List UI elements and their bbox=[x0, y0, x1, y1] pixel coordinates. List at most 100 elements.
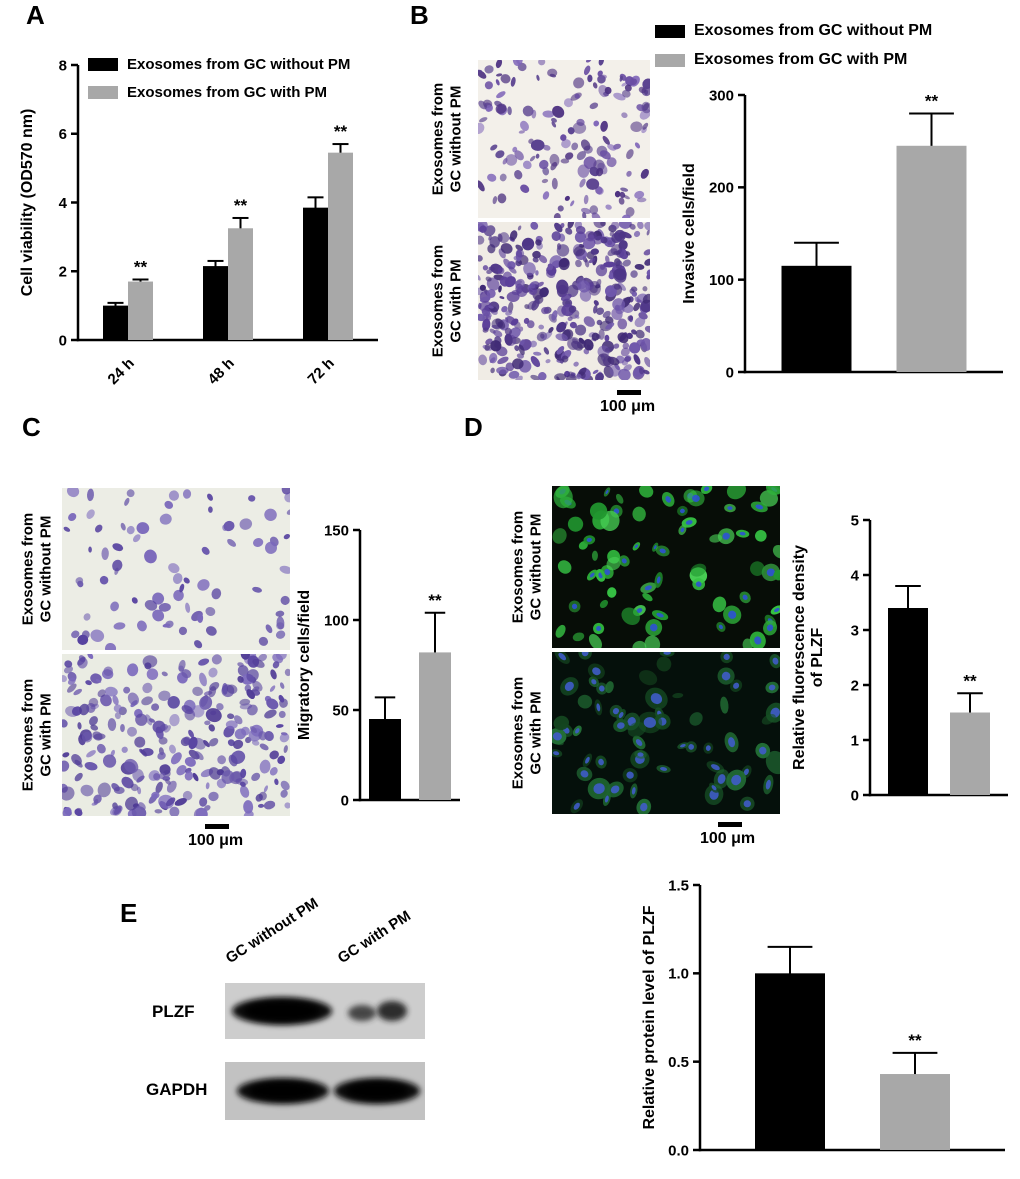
svg-text:4: 4 bbox=[59, 195, 68, 212]
scale-bar-d bbox=[718, 822, 742, 827]
svg-text:200: 200 bbox=[709, 180, 734, 197]
svg-text:150: 150 bbox=[324, 522, 349, 539]
image-label-line: GC without PM bbox=[527, 513, 545, 621]
image-label-text: Exosomes from GC with PM bbox=[19, 679, 55, 792]
legend-item-with-pm: Exosomes from GC with PM bbox=[88, 84, 350, 101]
image-label-c-without-pm: Exosomes from GC without PM bbox=[14, 488, 60, 650]
image-label-line: Exosomes from bbox=[19, 678, 37, 792]
svg-text:0: 0 bbox=[341, 792, 349, 809]
plzf-band-lane2b bbox=[377, 1001, 407, 1021]
svg-text:0: 0 bbox=[726, 364, 734, 381]
image-label-c-with-pm: Exosomes from GC with PM bbox=[14, 654, 60, 816]
image-label-d-with-pm: Exosomes from GC with PM bbox=[504, 652, 550, 814]
panel-label-e: E bbox=[120, 898, 138, 928]
panel-label-d: D bbox=[464, 412, 483, 442]
svg-text:24 h: 24 h bbox=[105, 355, 138, 388]
image-label-text: Exosomes from GC without PM bbox=[429, 83, 465, 196]
scale-bar-label-d: 100 μm bbox=[700, 830, 756, 847]
panel-label-a: A bbox=[26, 0, 45, 30]
panel-label-b: B bbox=[410, 0, 429, 30]
legend-item-without-pm: Exosomes from GC without PM bbox=[655, 22, 932, 40]
western-blot-gapdh bbox=[225, 1062, 425, 1120]
image-label-line: GC with PM bbox=[447, 259, 465, 343]
fluorescence-d-with-pm bbox=[552, 652, 780, 814]
legend-swatch-gray bbox=[655, 53, 685, 67]
svg-text:**: ** bbox=[925, 91, 939, 110]
svg-text:**: ** bbox=[234, 196, 248, 215]
svg-text:0: 0 bbox=[59, 332, 67, 349]
svg-text:300: 300 bbox=[709, 87, 734, 104]
svg-text:8: 8 bbox=[59, 57, 67, 74]
gapdh-band-lane1-core bbox=[249, 1082, 317, 1100]
svg-text:100: 100 bbox=[324, 612, 349, 629]
legend-label: Exosomes from GC without PM bbox=[127, 56, 351, 73]
chart-b-invasive-cells: Invasive cells/field 0 100 200 300 ** bbox=[681, 87, 1003, 381]
micrograph-b-with-pm bbox=[478, 222, 650, 380]
svg-text:50: 50 bbox=[332, 702, 349, 719]
micrograph-b-without-pm bbox=[478, 60, 650, 218]
svg-text:4: 4 bbox=[851, 567, 860, 584]
legend-item-with-pm: Exosomes from GC with PM bbox=[655, 51, 932, 69]
image-label-b-without-pm: Exosomes from GC without PM bbox=[420, 60, 474, 218]
image-label-line: GC with PM bbox=[527, 691, 545, 775]
gapdh-band-lane2-core bbox=[346, 1082, 408, 1100]
svg-text:**: ** bbox=[334, 122, 348, 141]
chart-a-cell-viability: Cell viability (OD570 nm) 0 2 4 6 8 24 h 48 h 72… bbox=[19, 57, 378, 388]
image-label-b-with-pm: Exosomes from GC with PM bbox=[420, 222, 474, 380]
svg-text:Cell viability (OD570 nm): Cell viability (OD570 nm) bbox=[19, 109, 36, 297]
chart-c-migratory-cells: Migratory cells/field 0 50 100 150 ** bbox=[296, 522, 460, 809]
scale-bar-label-c: 100 μm bbox=[188, 832, 244, 849]
panel-label-c: C bbox=[22, 412, 41, 442]
image-label-text: Exosomes from GC without PM bbox=[19, 513, 55, 626]
svg-text:48 h: 48 h bbox=[205, 355, 238, 388]
scale-bar-c bbox=[205, 824, 229, 829]
legend-swatch-gray bbox=[88, 86, 118, 99]
blot-lane-label-without-pm: GC without PM bbox=[222, 894, 322, 967]
blot-band-label-gapdh: GAPDH bbox=[146, 1080, 208, 1099]
svg-text:1.5: 1.5 bbox=[668, 877, 689, 894]
image-label-line: Exosomes from bbox=[509, 510, 527, 624]
scale-bar-label-b: 100 μm bbox=[600, 398, 656, 415]
plzf-band-lane1-core bbox=[244, 1001, 320, 1021]
svg-text:**: ** bbox=[134, 258, 148, 277]
svg-text:1: 1 bbox=[851, 732, 859, 749]
image-label-line: Exosomes from bbox=[19, 512, 37, 626]
svg-text:3: 3 bbox=[851, 622, 859, 639]
svg-text:**: ** bbox=[428, 591, 442, 610]
chart-d-fluorescence-density: Relative fluorescence density of PLZF 0 1 2 3… bbox=[791, 512, 1008, 804]
svg-text:0.5: 0.5 bbox=[668, 1054, 689, 1071]
image-label-line: Exosomes from bbox=[429, 244, 447, 358]
chart-a-legend: Exosomes from GC without PM Exosomes fro… bbox=[88, 56, 350, 101]
legend-label: Exosomes from GC with PM bbox=[694, 51, 908, 68]
blot-band-label-plzf: PLZF bbox=[152, 1002, 195, 1021]
image-label-d-without-pm: Exosomes from GC without PM bbox=[504, 486, 550, 648]
svg-text:Relative fluorescence density: Relative fluorescence density bbox=[791, 545, 808, 770]
chart-e-protein-level: Relative protein level of PLZF 0.0 0.5 1.0 1… bbox=[641, 877, 1005, 1159]
image-label-line: Exosomes from bbox=[509, 676, 527, 790]
svg-text:0.0: 0.0 bbox=[668, 1142, 689, 1159]
svg-text:Migratory cells/field: Migratory cells/field bbox=[296, 590, 313, 740]
micrograph-c-with-pm bbox=[62, 654, 290, 816]
svg-text:0: 0 bbox=[851, 787, 859, 804]
image-label-line: Exosomes from bbox=[429, 82, 447, 196]
svg-text:5: 5 bbox=[851, 512, 859, 529]
legend-item-without-pm: Exosomes from GC without PM bbox=[88, 56, 350, 73]
svg-text:2: 2 bbox=[59, 264, 67, 281]
svg-text:Invasive cells/field: Invasive cells/field bbox=[681, 163, 698, 304]
svg-text:Relative protein level of PLZF: Relative protein level of PLZF bbox=[641, 905, 658, 1129]
svg-text:6: 6 bbox=[59, 126, 67, 143]
image-label-text: Exosomes from GC without PM bbox=[509, 511, 545, 624]
svg-text:72 h: 72 h bbox=[305, 355, 338, 388]
image-label-text: Exosomes from GC with PM bbox=[429, 245, 465, 358]
blot-lane-label-with-pm: GC with PM bbox=[334, 907, 414, 967]
svg-text:**: ** bbox=[908, 1031, 922, 1050]
legend-label: Exosomes from GC with PM bbox=[127, 84, 328, 101]
plzf-band-lane2 bbox=[348, 1005, 376, 1021]
legend-swatch-black bbox=[655, 24, 685, 38]
image-label-line: GC with PM bbox=[37, 693, 55, 777]
svg-text:1.0: 1.0 bbox=[668, 966, 689, 983]
legend-label: Exosomes from GC without PM bbox=[694, 22, 933, 39]
western-blot-plzf bbox=[225, 983, 425, 1039]
svg-text:of PLZF: of PLZF bbox=[809, 628, 826, 688]
